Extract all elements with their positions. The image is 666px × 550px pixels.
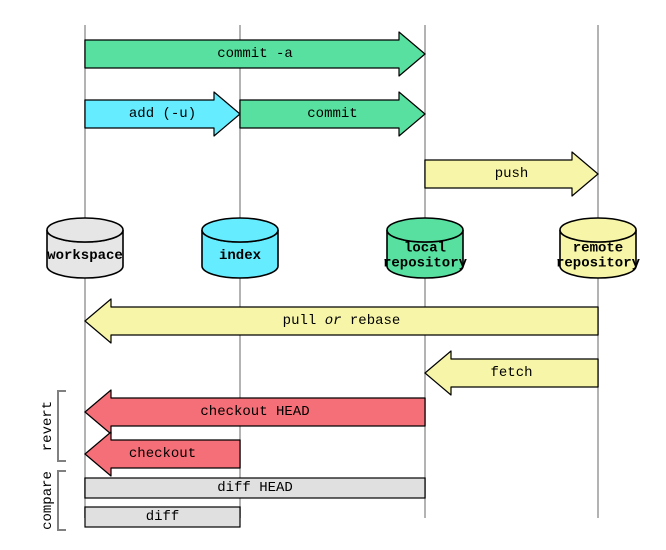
cylinder-label-remote_repo-l0: remote — [573, 240, 623, 256]
cylinder-label-index-l0: index — [219, 248, 262, 264]
arrow-label-pull-rebase: pull or rebase — [283, 313, 401, 329]
arrow-label-commit-a: commit -a — [217, 46, 293, 62]
arrow-label-commit: commit — [307, 106, 357, 122]
cylinder-label-workspace-l0: workspace — [47, 248, 123, 264]
cylinder-label-remote_repo-l1: repository — [556, 256, 641, 272]
arrow-label-checkout-head: checkout HEAD — [200, 404, 309, 420]
arrow-label-add: add (-u) — [129, 106, 196, 122]
cylinder-remote_repo: remoterepository — [556, 218, 641, 278]
bracket-label-revert: revert — [40, 401, 56, 451]
cylinder-local_repo: localrepository — [383, 218, 468, 278]
cylinder-workspace: workspace — [47, 218, 123, 278]
arrow-label-push: push — [495, 166, 529, 182]
arrow-label-fetch: fetch — [490, 365, 532, 381]
cylinder-index: index — [202, 218, 278, 278]
bar-label-diff: diff — [146, 509, 180, 525]
arrow-label-checkout: checkout — [129, 446, 196, 462]
bar-label-diff-head: diff HEAD — [217, 480, 293, 496]
bracket-label-compare: compare — [40, 471, 56, 530]
cylinder-label-local_repo-l0: local — [404, 240, 446, 256]
bar-diff-head: diff HEAD — [85, 478, 425, 498]
cylinder-label-local_repo-l1: repository — [383, 256, 468, 272]
bar-diff: diff — [85, 507, 240, 527]
